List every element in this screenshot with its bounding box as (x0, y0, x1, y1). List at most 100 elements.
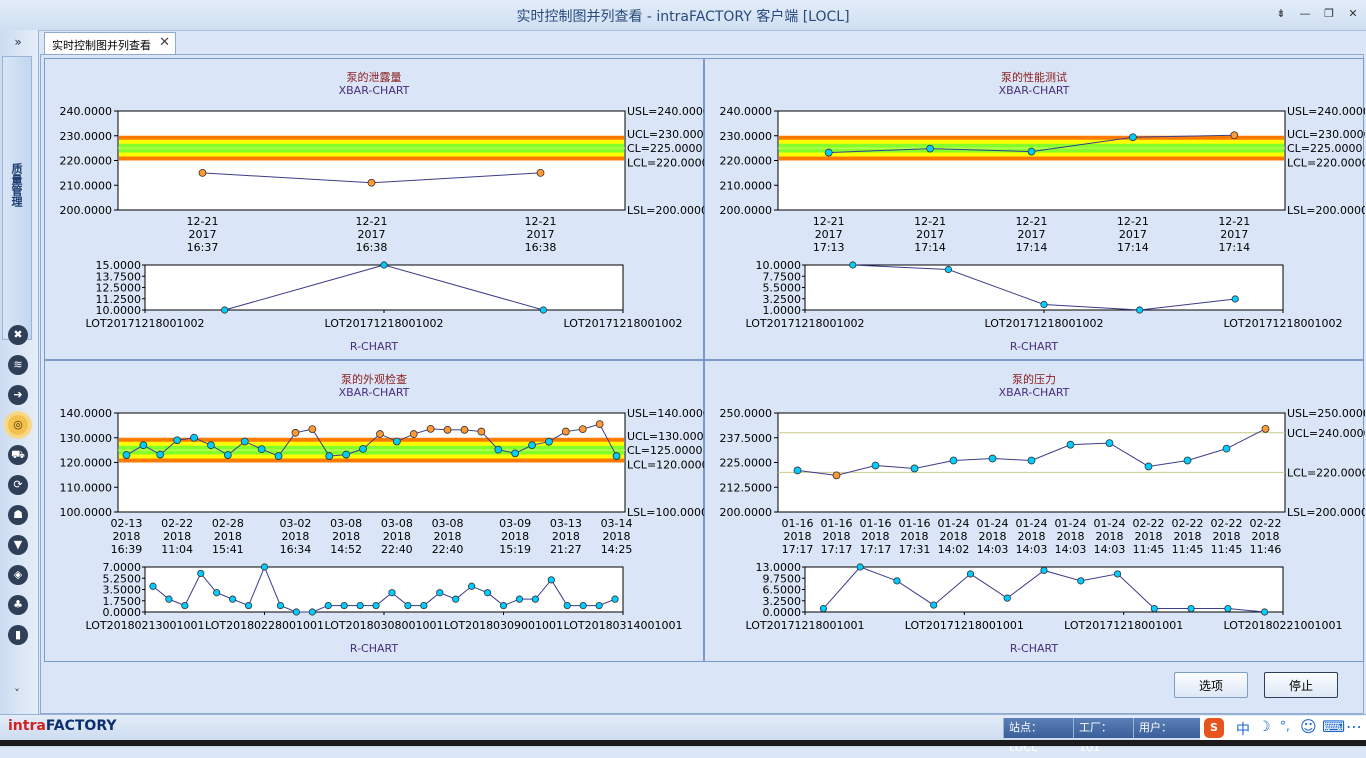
r-point[interactable] (436, 589, 444, 597)
r-point[interactable] (579, 601, 587, 610)
robot-icon[interactable]: ☗ (8, 505, 28, 525)
xbar-point[interactable] (1222, 444, 1231, 453)
tab-realtime-chart[interactable]: 实时控制图并列查看 ✕ (44, 32, 176, 54)
expand-sidebar-button[interactable]: » (14, 35, 22, 49)
emoji-icon[interactable]: ☺ (1300, 717, 1317, 736)
r-point[interactable] (1113, 570, 1122, 578)
xbar-point[interactable] (190, 433, 198, 442)
pin-button[interactable]: ⇟ (1276, 7, 1286, 20)
r-point[interactable] (515, 595, 524, 603)
xbar-point[interactable] (198, 168, 207, 177)
xbar-point[interactable] (561, 427, 570, 436)
r-point[interactable] (563, 601, 571, 610)
xbar-point[interactable] (392, 437, 401, 446)
r-point[interactable] (372, 601, 380, 610)
r-point[interactable] (308, 608, 316, 616)
r-point[interactable] (181, 601, 189, 610)
xbar-point[interactable] (595, 420, 604, 429)
r-point[interactable] (292, 608, 300, 616)
r-point[interactable] (849, 261, 857, 269)
r-point[interactable] (452, 595, 460, 603)
r-point[interactable] (611, 595, 619, 603)
xbar-point[interactable] (342, 450, 351, 459)
xbar-point[interactable] (173, 436, 182, 445)
xbar-point[interactable] (274, 452, 283, 460)
xbar-point[interactable] (536, 168, 545, 177)
diamond-icon[interactable]: ◈ (8, 565, 28, 585)
r-point[interactable] (893, 577, 901, 585)
xbar-point[interactable] (359, 444, 367, 453)
r-point[interactable] (324, 601, 332, 610)
xbar-point[interactable] (156, 450, 165, 459)
xbar-point[interactable] (612, 452, 621, 460)
ime-lang-icon[interactable]: 中 (1236, 722, 1250, 738)
restore-button[interactable]: ❐ (1324, 7, 1334, 20)
xbar-point[interactable] (257, 445, 266, 454)
xbar-point[interactable] (494, 445, 503, 454)
r-point[interactable] (1231, 295, 1239, 303)
sogou-logo-icon[interactable]: S (1204, 718, 1224, 738)
xbar-point[interactable] (223, 451, 232, 459)
r-point[interactable] (1150, 604, 1158, 613)
xbar-point[interactable] (910, 464, 919, 473)
r-point[interactable] (1040, 566, 1048, 575)
r-point[interactable] (966, 570, 975, 578)
r-point[interactable] (213, 589, 221, 597)
ime-more-icon[interactable]: ⋯ (1346, 717, 1362, 736)
r-point[interactable] (404, 601, 412, 610)
xbar-point[interactable] (477, 427, 486, 436)
r-point[interactable] (380, 261, 388, 269)
xbar-point[interactable] (443, 425, 452, 434)
r-point[interactable] (1003, 594, 1011, 602)
xbar-point[interactable] (832, 471, 841, 480)
xbar-point[interactable] (325, 452, 334, 460)
r-point[interactable] (420, 601, 428, 610)
xbar-point[interactable] (1144, 462, 1153, 471)
xbar-point[interactable] (122, 451, 131, 459)
xbar-point[interactable] (949, 456, 958, 465)
xbar-point[interactable] (578, 425, 587, 433)
r-point[interactable] (221, 306, 229, 314)
xbar-point[interactable] (1183, 456, 1192, 465)
r-point[interactable] (356, 601, 364, 610)
xbar-point[interactable] (1128, 133, 1137, 142)
xbar-point[interactable] (207, 441, 215, 450)
xbar-point[interactable] (460, 425, 469, 434)
xbar-point[interactable] (308, 425, 317, 433)
xbar-point[interactable] (545, 437, 553, 446)
tab-close-icon[interactable]: ✕ (159, 35, 170, 50)
r-point[interactable] (276, 601, 285, 610)
r-point[interactable] (149, 582, 157, 590)
options-button[interactable]: 选项 (1174, 672, 1248, 698)
punctuation-icon[interactable]: °, (1280, 719, 1290, 733)
r-point[interactable] (819, 604, 827, 613)
r-point[interactable] (1261, 608, 1269, 616)
r-point[interactable] (856, 563, 864, 571)
close-button[interactable]: ✕ (1348, 7, 1358, 20)
bar-chart-icon[interactable]: ▮ (8, 625, 28, 645)
xbar-point[interactable] (528, 441, 536, 450)
layers-icon[interactable]: ≋ (8, 355, 28, 375)
xbar-point[interactable] (926, 144, 935, 153)
sidebar-more-button[interactable]: ˅ (14, 687, 20, 700)
r-point[interactable] (1224, 604, 1232, 613)
r-point[interactable] (930, 601, 938, 609)
xbar-point[interactable] (367, 178, 376, 187)
minimize-button[interactable]: — (1299, 7, 1311, 20)
r-point[interactable] (244, 601, 253, 610)
r-point[interactable] (260, 563, 269, 571)
xbar-point[interactable] (1105, 439, 1114, 447)
xbar-point[interactable] (376, 430, 384, 438)
r-point[interactable] (340, 601, 348, 610)
sync-icon[interactable]: ⟳ (8, 475, 28, 495)
moon-icon[interactable]: ☽ (1258, 719, 1271, 735)
xbar-point[interactable] (240, 437, 249, 446)
spc-chart-icon[interactable]: ◎ (8, 415, 28, 435)
r-point[interactable] (483, 589, 492, 597)
r-point[interactable] (197, 569, 205, 578)
xbar-point[interactable] (1066, 440, 1075, 449)
xbar-point[interactable] (1230, 131, 1239, 140)
r-point[interactable] (595, 601, 603, 610)
keyboard-icon[interactable]: ⌨ (1322, 717, 1346, 736)
r-point[interactable] (1135, 306, 1144, 314)
